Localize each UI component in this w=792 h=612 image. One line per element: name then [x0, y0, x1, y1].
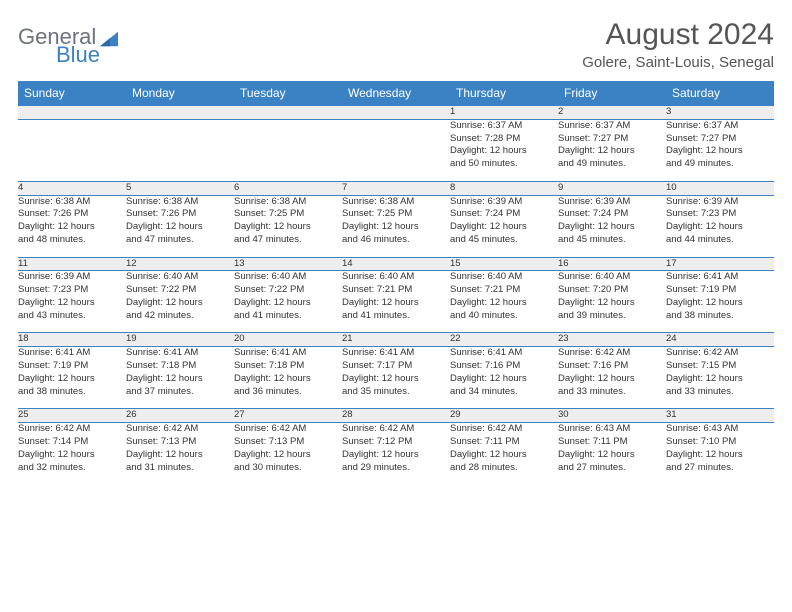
day-content-cell	[234, 119, 342, 181]
day-content-cell: Sunrise: 6:41 AMSunset: 7:19 PMDaylight:…	[666, 271, 774, 333]
day-content-cell: Sunrise: 6:37 AMSunset: 7:27 PMDaylight:…	[666, 119, 774, 181]
day-content-cell: Sunrise: 6:41 AMSunset: 7:18 PMDaylight:…	[234, 347, 342, 409]
day-content-cell: Sunrise: 6:43 AMSunset: 7:10 PMDaylight:…	[666, 423, 774, 485]
title-block: August 2024 Golere, Saint-Louis, Senegal	[582, 18, 774, 71]
day-number-cell: 1	[450, 106, 558, 120]
day-content-cell: Sunrise: 6:41 AMSunset: 7:19 PMDaylight:…	[18, 347, 126, 409]
day-number-cell: 13	[234, 257, 342, 271]
day-number-cell: 28	[342, 409, 450, 423]
day-number-row: 18192021222324	[18, 333, 774, 347]
day-content-cell: Sunrise: 6:38 AMSunset: 7:26 PMDaylight:…	[18, 195, 126, 257]
day-content-row: Sunrise: 6:41 AMSunset: 7:19 PMDaylight:…	[18, 347, 774, 409]
day-number-cell: 23	[558, 333, 666, 347]
day-number-cell: 9	[558, 181, 666, 195]
day-number-row: 45678910	[18, 181, 774, 195]
day-number-cell: 26	[126, 409, 234, 423]
day-content-cell: Sunrise: 6:42 AMSunset: 7:11 PMDaylight:…	[450, 423, 558, 485]
day-number-cell: 31	[666, 409, 774, 423]
day-content-cell: Sunrise: 6:42 AMSunset: 7:15 PMDaylight:…	[666, 347, 774, 409]
day-number-cell: 4	[18, 181, 126, 195]
weekday-header: Sunday	[18, 81, 126, 106]
day-content-cell: Sunrise: 6:38 AMSunset: 7:25 PMDaylight:…	[342, 195, 450, 257]
day-number-row: 11121314151617	[18, 257, 774, 271]
logo: GeneralBlue	[18, 18, 121, 66]
day-content-cell: Sunrise: 6:42 AMSunset: 7:12 PMDaylight:…	[342, 423, 450, 485]
day-number-cell: 19	[126, 333, 234, 347]
day-number-cell: 29	[450, 409, 558, 423]
day-number-cell: 15	[450, 257, 558, 271]
day-number-cell: 11	[18, 257, 126, 271]
weekday-header: Friday	[558, 81, 666, 106]
weekday-header: Thursday	[450, 81, 558, 106]
day-content-cell: Sunrise: 6:42 AMSunset: 7:14 PMDaylight:…	[18, 423, 126, 485]
day-content-cell: Sunrise: 6:43 AMSunset: 7:11 PMDaylight:…	[558, 423, 666, 485]
day-content-cell: Sunrise: 6:38 AMSunset: 7:26 PMDaylight:…	[126, 195, 234, 257]
day-number-cell: 5	[126, 181, 234, 195]
day-number-cell	[342, 106, 450, 120]
day-number-cell: 6	[234, 181, 342, 195]
day-content-cell: Sunrise: 6:40 AMSunset: 7:22 PMDaylight:…	[234, 271, 342, 333]
day-number-cell: 2	[558, 106, 666, 120]
day-content-cell: Sunrise: 6:42 AMSunset: 7:13 PMDaylight:…	[234, 423, 342, 485]
day-content-cell: Sunrise: 6:40 AMSunset: 7:20 PMDaylight:…	[558, 271, 666, 333]
weekday-header: Tuesday	[234, 81, 342, 106]
day-content-cell: Sunrise: 6:40 AMSunset: 7:21 PMDaylight:…	[450, 271, 558, 333]
day-number-cell	[18, 106, 126, 120]
day-content-cell	[342, 119, 450, 181]
day-content-row: Sunrise: 6:42 AMSunset: 7:14 PMDaylight:…	[18, 423, 774, 485]
day-content-cell: Sunrise: 6:39 AMSunset: 7:23 PMDaylight:…	[666, 195, 774, 257]
day-number-cell: 18	[18, 333, 126, 347]
calendar-table: Sunday Monday Tuesday Wednesday Thursday…	[18, 81, 774, 485]
day-content-cell: Sunrise: 6:41 AMSunset: 7:18 PMDaylight:…	[126, 347, 234, 409]
day-content-cell: Sunrise: 6:37 AMSunset: 7:28 PMDaylight:…	[450, 119, 558, 181]
day-number-row: 25262728293031	[18, 409, 774, 423]
weekday-header-row: Sunday Monday Tuesday Wednesday Thursday…	[18, 81, 774, 106]
weekday-header: Monday	[126, 81, 234, 106]
day-content-cell: Sunrise: 6:41 AMSunset: 7:17 PMDaylight:…	[342, 347, 450, 409]
day-number-cell: 22	[450, 333, 558, 347]
day-number-cell: 25	[18, 409, 126, 423]
day-number-cell: 7	[342, 181, 450, 195]
day-content-row: Sunrise: 6:37 AMSunset: 7:28 PMDaylight:…	[18, 119, 774, 181]
day-content-cell: Sunrise: 6:39 AMSunset: 7:24 PMDaylight:…	[558, 195, 666, 257]
day-content-cell: Sunrise: 6:40 AMSunset: 7:21 PMDaylight:…	[342, 271, 450, 333]
day-number-cell: 17	[666, 257, 774, 271]
day-content-cell	[18, 119, 126, 181]
day-number-cell	[126, 106, 234, 120]
day-number-cell: 3	[666, 106, 774, 120]
weekday-header: Wednesday	[342, 81, 450, 106]
day-content-cell: Sunrise: 6:39 AMSunset: 7:24 PMDaylight:…	[450, 195, 558, 257]
day-content-cell: Sunrise: 6:40 AMSunset: 7:22 PMDaylight:…	[126, 271, 234, 333]
day-content-cell: Sunrise: 6:42 AMSunset: 7:13 PMDaylight:…	[126, 423, 234, 485]
day-number-cell: 21	[342, 333, 450, 347]
day-number-cell	[234, 106, 342, 120]
day-content-cell	[126, 119, 234, 181]
weekday-header: Saturday	[666, 81, 774, 106]
day-content-cell: Sunrise: 6:41 AMSunset: 7:16 PMDaylight:…	[450, 347, 558, 409]
day-number-cell: 24	[666, 333, 774, 347]
day-number-cell: 8	[450, 181, 558, 195]
page-header: GeneralBlue August 2024 Golere, Saint-Lo…	[18, 18, 774, 71]
day-number-cell: 16	[558, 257, 666, 271]
day-content-row: Sunrise: 6:39 AMSunset: 7:23 PMDaylight:…	[18, 271, 774, 333]
day-content-cell: Sunrise: 6:38 AMSunset: 7:25 PMDaylight:…	[234, 195, 342, 257]
day-number-cell: 12	[126, 257, 234, 271]
day-number-row: 123	[18, 106, 774, 120]
day-content-cell: Sunrise: 6:37 AMSunset: 7:27 PMDaylight:…	[558, 119, 666, 181]
day-content-cell: Sunrise: 6:39 AMSunset: 7:23 PMDaylight:…	[18, 271, 126, 333]
day-number-cell: 27	[234, 409, 342, 423]
day-content-row: Sunrise: 6:38 AMSunset: 7:26 PMDaylight:…	[18, 195, 774, 257]
day-number-cell: 20	[234, 333, 342, 347]
day-number-cell: 30	[558, 409, 666, 423]
day-content-cell: Sunrise: 6:42 AMSunset: 7:16 PMDaylight:…	[558, 347, 666, 409]
location-text: Golere, Saint-Louis, Senegal	[582, 54, 774, 71]
month-title: August 2024	[582, 18, 774, 52]
day-number-cell: 10	[666, 181, 774, 195]
day-number-cell: 14	[342, 257, 450, 271]
